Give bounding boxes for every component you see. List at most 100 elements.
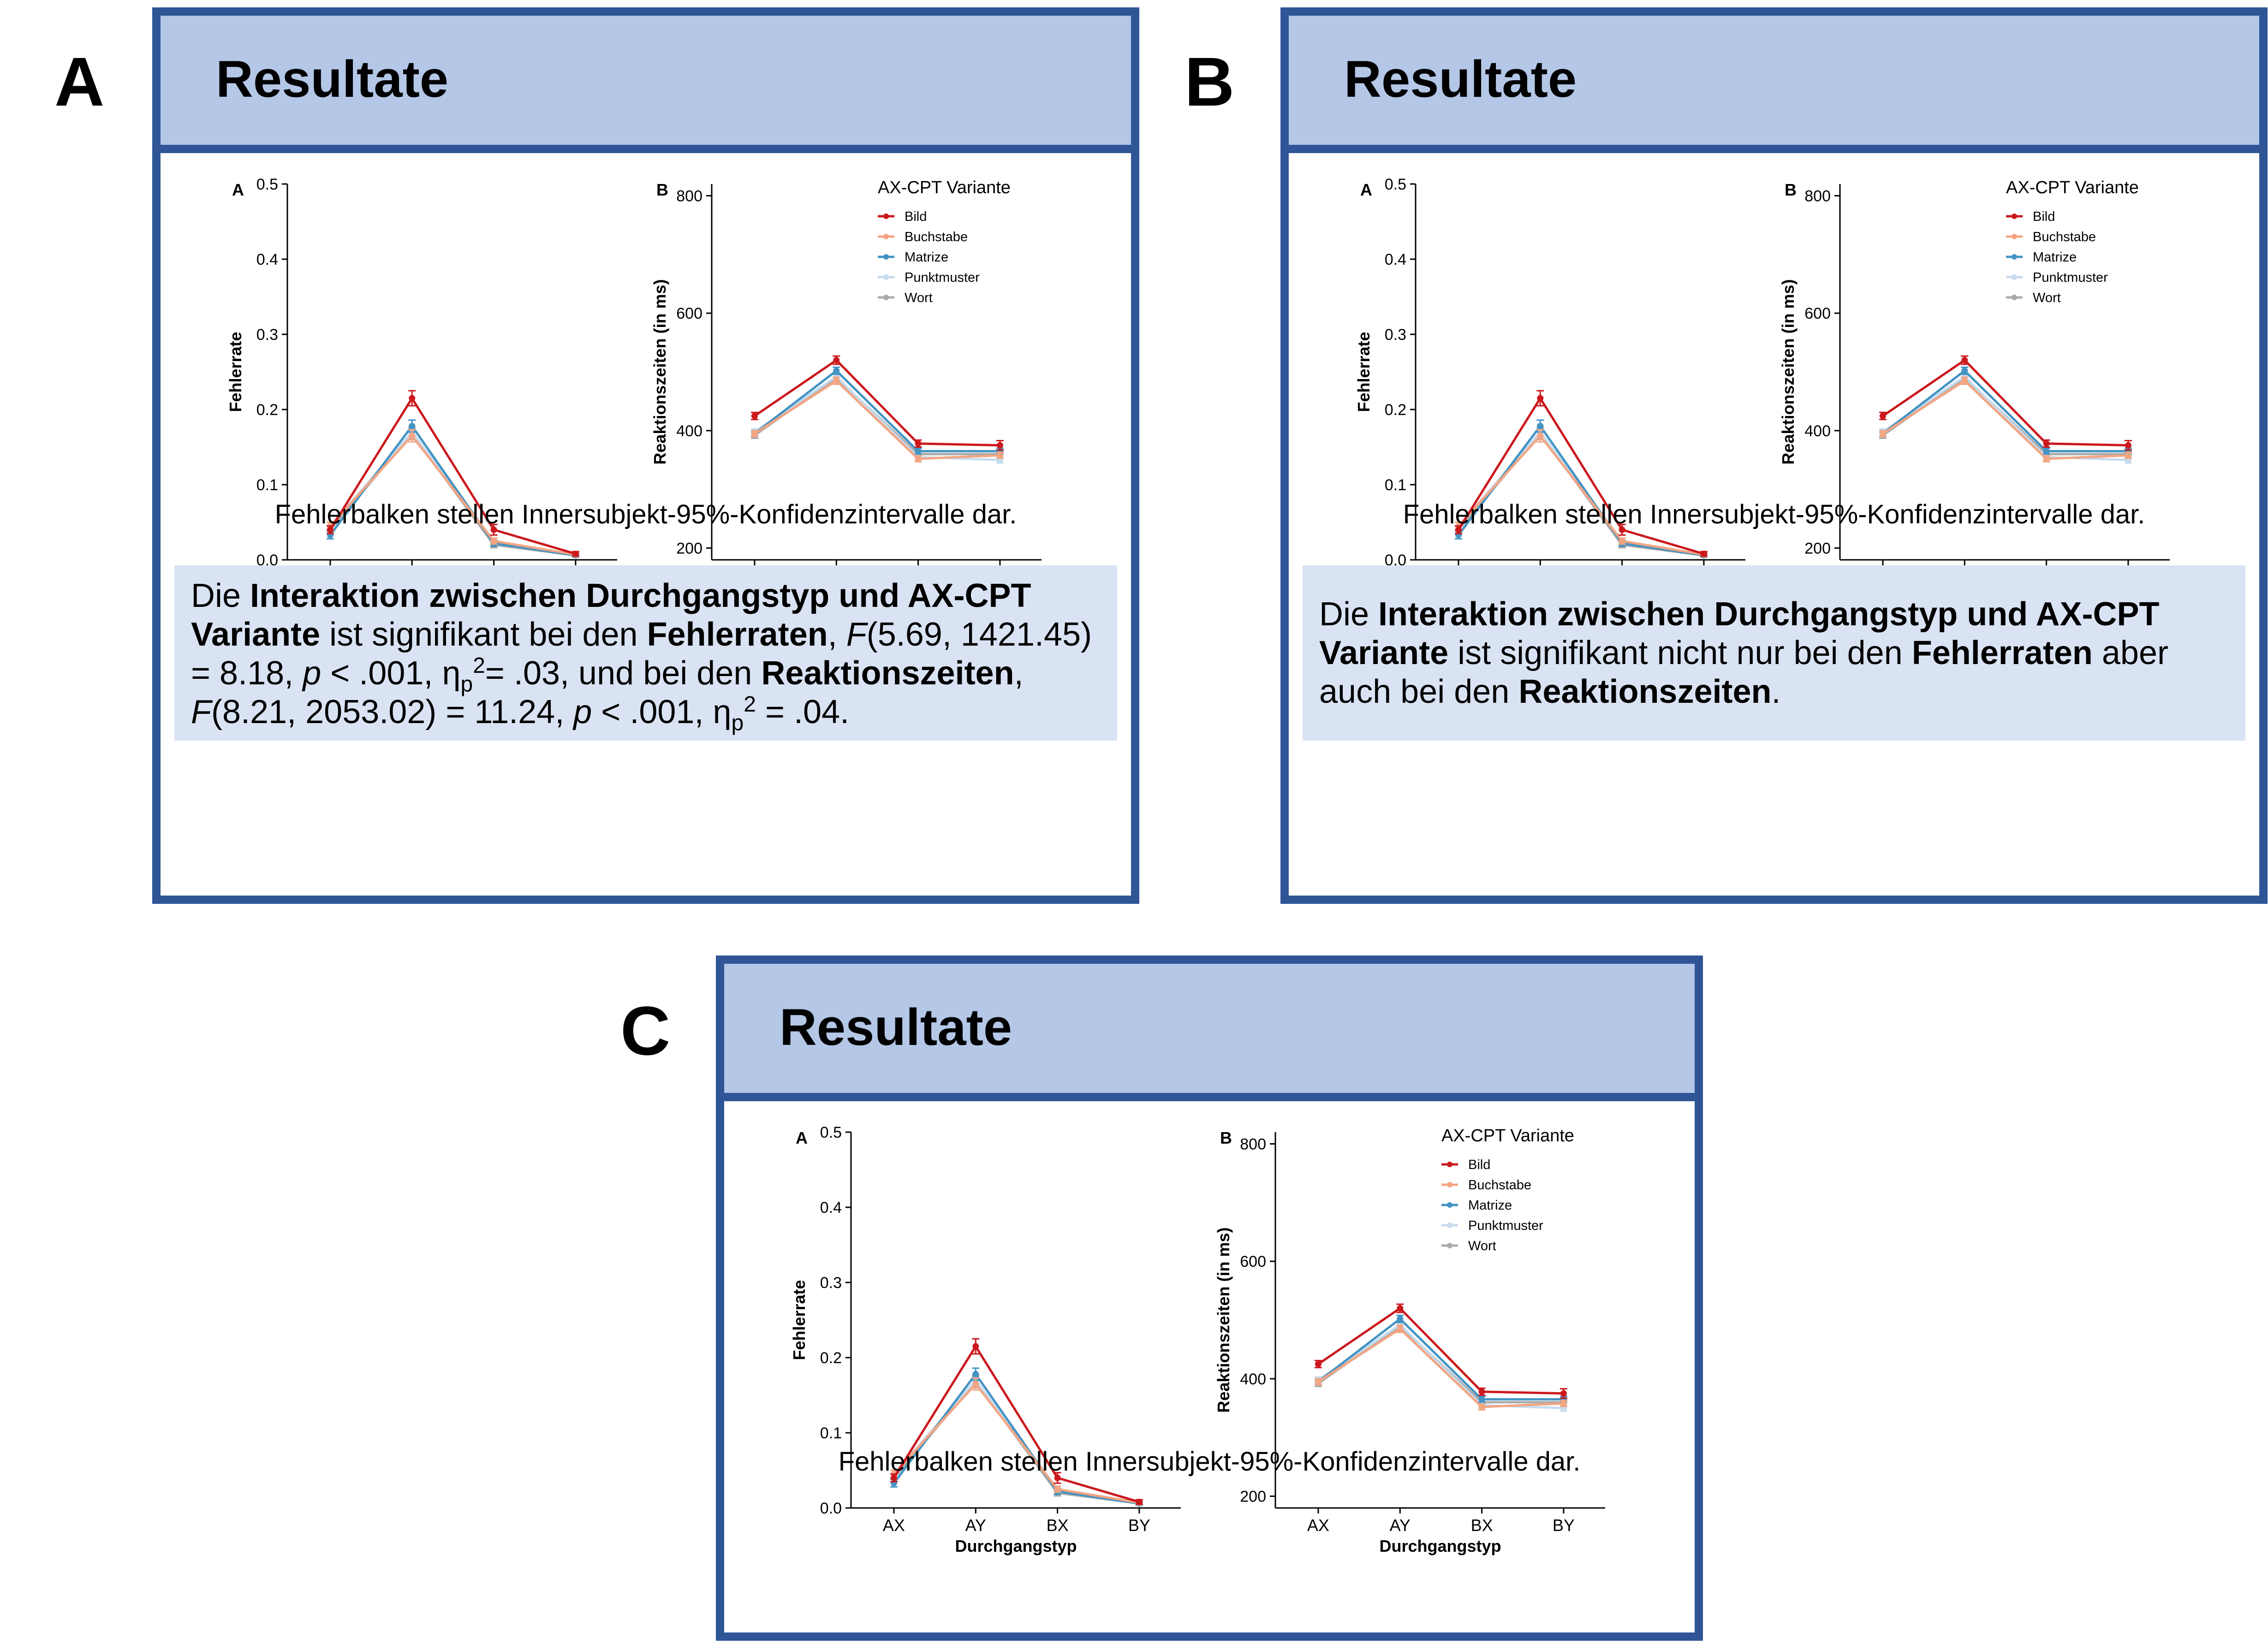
data-point xyxy=(972,1343,979,1350)
data-point xyxy=(972,1381,979,1388)
y-tick-label: 200 xyxy=(1240,1488,1266,1506)
series-wort xyxy=(1454,427,1708,559)
y-axis-label: Fehlerrate xyxy=(226,332,245,412)
result-text-part: p xyxy=(573,694,592,730)
result-text-part: p xyxy=(731,711,744,736)
y-tick-label: 400 xyxy=(676,422,702,440)
legend-entry: Matrize xyxy=(905,250,948,265)
y-tick-label: 400 xyxy=(1804,422,1831,440)
x-tick-label: AX xyxy=(1307,1516,1329,1535)
data-point xyxy=(1700,550,1707,557)
chart-b: B200400600800AXAYBXBYDurchgangstypReakti… xyxy=(650,178,1042,607)
x-tick-label: AY xyxy=(965,1516,986,1535)
figure-caption: Fehlerbalken stellen Innersubjekt-95%-Ko… xyxy=(1403,499,2145,529)
series-bild xyxy=(750,355,1004,451)
series-line xyxy=(754,375,1000,462)
y-axis-label: Reaktionszeiten (in ms) xyxy=(650,279,669,464)
series-punktmuster xyxy=(1314,1320,1567,1412)
legend: AX-CPT Variante Bild Buchstabe Matrize Punkt… xyxy=(878,178,1011,305)
data-point xyxy=(490,526,497,533)
series-buchstabe xyxy=(1454,429,1708,558)
series-buchstabe xyxy=(1314,1324,1567,1411)
result-text-part: Interaktion zwischen Durchgangstyp und A… xyxy=(191,577,1031,653)
result-text-box: Die Interaktion zwischen Durchgangstyp u… xyxy=(1303,565,2245,741)
panel-title: Resultate xyxy=(780,998,1012,1056)
data-point xyxy=(915,440,922,447)
series-line xyxy=(1317,1323,1564,1410)
data-point xyxy=(490,538,497,545)
panel-title: Resultate xyxy=(216,50,449,108)
data-point xyxy=(915,455,922,462)
y-axis-label: Reaktionszeiten (in ms) xyxy=(1214,1227,1233,1413)
legend-entry: Punktmuster xyxy=(2033,270,2108,285)
legend-key-point xyxy=(1447,1223,1452,1228)
series-buchstabe xyxy=(1879,376,2132,463)
legend: AX-CPT Variante Bild Buchstabe Matrize Punkt… xyxy=(2006,178,2139,305)
series-line xyxy=(329,432,576,557)
result-text: Die Interaktion zwischen Durchgangstyp u… xyxy=(191,576,1101,734)
chart-b: B200400600800AXAYBXBYDurchgangstypReakti… xyxy=(1779,178,2170,607)
chart-a: A0.00.10.20.30.40.5AXAYBXBYDurchgangstyp… xyxy=(1354,176,1745,607)
y-tick-label: 200 xyxy=(676,540,702,558)
legend-key-point xyxy=(2012,254,2017,260)
data-point xyxy=(1879,413,1886,420)
data-point xyxy=(2043,440,2050,447)
series-line xyxy=(754,369,1000,452)
legend-entry: Punktmuster xyxy=(905,270,980,285)
result-text-part: F xyxy=(846,616,867,653)
y-tick-label: 0.4 xyxy=(256,251,278,268)
data-point xyxy=(1560,1400,1567,1407)
x-tick-label: BX xyxy=(1047,1516,1069,1535)
legend-entry: Buchstabe xyxy=(1468,1178,1531,1193)
series-line xyxy=(1882,375,2128,462)
chart-panel-label: B xyxy=(656,180,668,199)
y-tick-label: 0.5 xyxy=(256,176,278,193)
series-bild xyxy=(1879,355,2132,451)
y-axis-label: Fehlerrate xyxy=(790,1280,809,1360)
y-tick-label: 0.1 xyxy=(256,476,278,494)
chart-area: A 0.0 0.1 0.2 0.3 0.4 0.5 AX AY BX BY Durchgangstyp… xyxy=(790,1124,1605,1555)
data-point xyxy=(1537,395,1544,402)
y-tick-label: 600 xyxy=(676,305,702,322)
legend-entry: Wort xyxy=(1468,1239,1496,1253)
legend-entry: Buchstabe xyxy=(2033,230,2096,244)
legend-key-point xyxy=(883,214,889,219)
series-line xyxy=(1457,396,1704,555)
chart-panel-label: A xyxy=(232,180,244,199)
panel-title: Resultate xyxy=(1344,50,1577,108)
legend-key-point xyxy=(883,234,889,239)
data-point xyxy=(833,367,840,374)
panel-b: Resultate A0.00.10.20.30.40.5AXAYBXBYDur… xyxy=(1280,7,2268,904)
x-tick-label: BX xyxy=(1471,1516,1493,1535)
chart-panel-label: B xyxy=(1785,180,1797,199)
data-point xyxy=(1054,1486,1061,1493)
legend-entry: Matrize xyxy=(1468,1198,1512,1213)
result-text-part: Die xyxy=(191,577,250,614)
data-point xyxy=(1961,377,1968,384)
result-text-part: Reaktionszeiten xyxy=(761,655,1014,692)
y-tick-label: 0.4 xyxy=(1385,251,1406,268)
data-point xyxy=(1537,433,1544,439)
legend-entry: Wort xyxy=(905,291,933,305)
panel-letter-a: A xyxy=(54,43,105,120)
data-point xyxy=(1478,1388,1485,1395)
series-line xyxy=(1458,430,1704,556)
legend-key-point xyxy=(2012,214,2017,219)
legend-title: AX-CPT Variante xyxy=(878,178,1011,197)
chart-panel-label: A xyxy=(796,1128,808,1147)
chart-panel-label: B xyxy=(1220,1128,1232,1147)
data-point xyxy=(915,448,922,455)
data-point xyxy=(1879,430,1886,437)
y-axis-label: Fehlerrate xyxy=(1354,332,1373,412)
data-point xyxy=(833,377,840,384)
series-punktmuster xyxy=(890,1373,1143,1506)
series-wort xyxy=(890,1375,1143,1507)
legend-title: AX-CPT Variante xyxy=(1441,1126,1574,1145)
legend-entry: Buchstabe xyxy=(905,230,968,244)
legend-key-point xyxy=(1447,1243,1452,1248)
legend-key-point xyxy=(2012,295,2017,300)
result-text-part: 2 xyxy=(473,653,485,678)
series-bild xyxy=(1454,390,1708,557)
result-text-part: p xyxy=(303,655,321,692)
